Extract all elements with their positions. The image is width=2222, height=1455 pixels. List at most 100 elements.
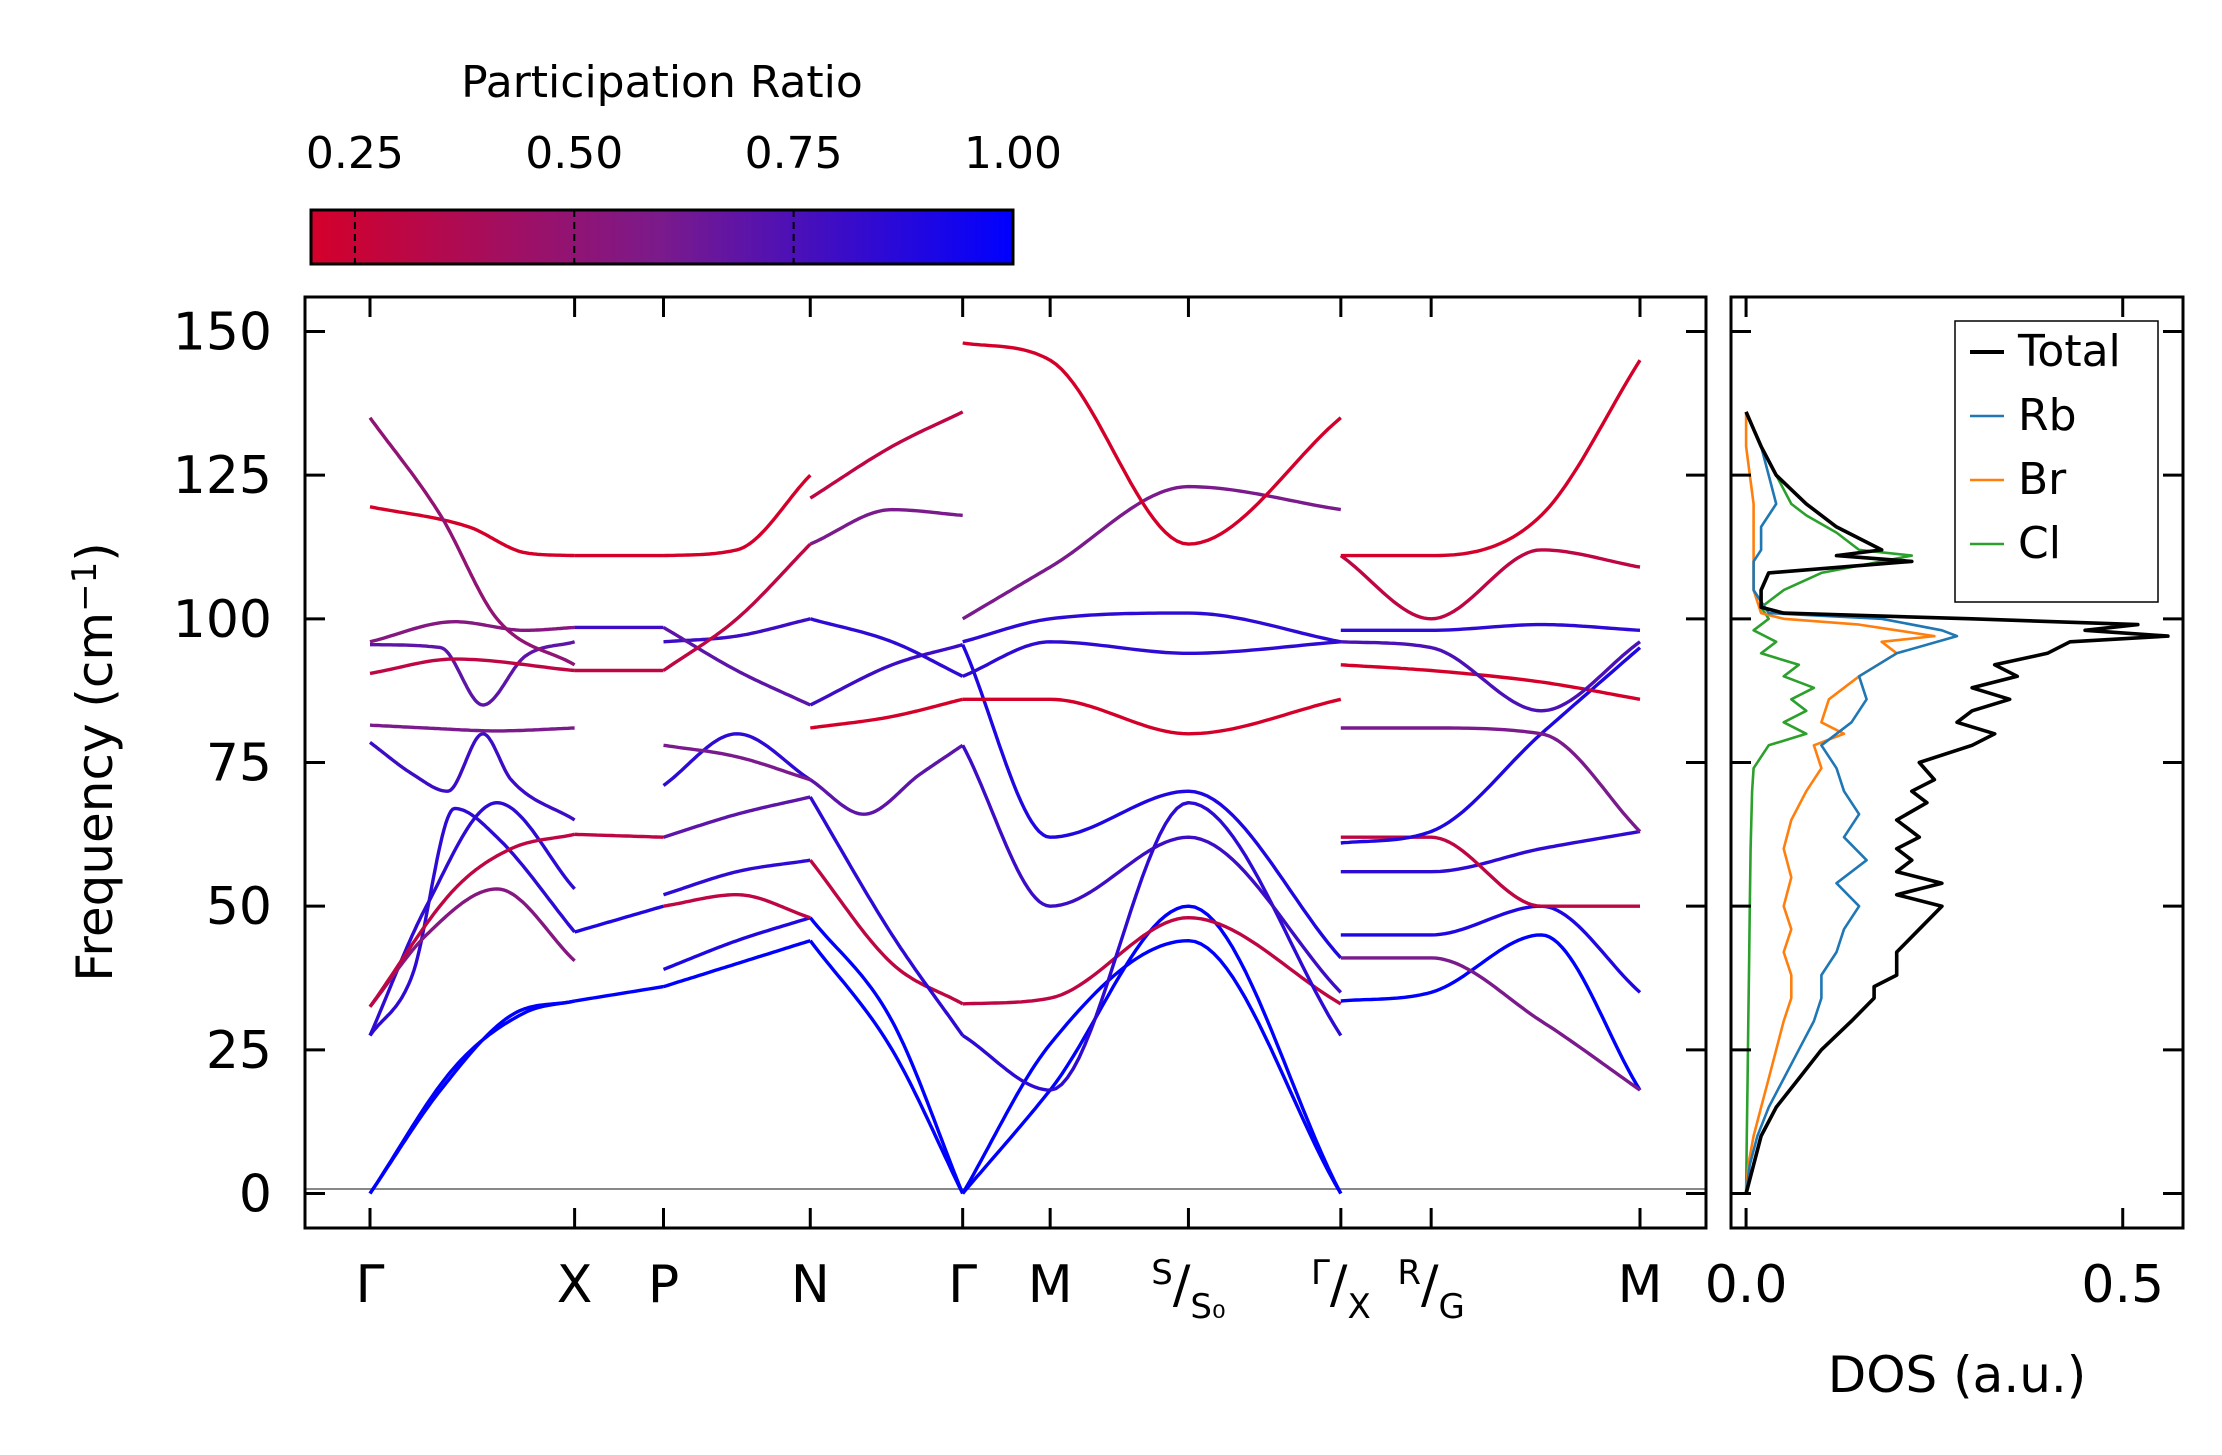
- phonon-branch: [809, 643, 964, 707]
- phonon-branch: [368, 999, 576, 1195]
- legend-label: Rb: [2018, 390, 2077, 441]
- phonon-branch: [663, 617, 811, 644]
- phonon-branch: [574, 984, 664, 1003]
- phonon-branch: [962, 697, 1342, 736]
- colorbar-ticks: 0.25 0.50 0.75 1.00: [306, 128, 1062, 264]
- y-tick-label: 75: [206, 734, 272, 794]
- band-y-axis: 0 25 50 75 100 125 150: [173, 302, 1706, 1225]
- phonon-branch: [662, 542, 812, 672]
- colorbar-gradient: [309, 208, 1015, 266]
- phonon-branch: [1340, 829, 1641, 874]
- phonon-branch: [1340, 933, 1642, 1091]
- phonon-branch: [368, 832, 575, 1008]
- phonon-branch: [662, 916, 811, 971]
- phonon-branch: [809, 410, 964, 500]
- phonon-branch: [961, 644, 1343, 960]
- phonon-branch: [808, 859, 964, 1006]
- y-tick-label: 0: [239, 1165, 272, 1225]
- y-tick-label: 125: [173, 446, 272, 506]
- dos-x-tick-label: 0.0: [1705, 1255, 1788, 1315]
- phonon-branch: [1340, 359, 1642, 558]
- k-point-label: P: [648, 1255, 679, 1315]
- colorbar-tick-label: 1.00: [964, 128, 1062, 179]
- phonon-branch: [1340, 622, 1641, 632]
- phonon-branch: [369, 505, 575, 558]
- legend-label: Br: [2018, 454, 2067, 505]
- k-point-label: M: [1618, 1255, 1663, 1315]
- phonon-branch: [369, 732, 576, 822]
- colorbar-tick-label: 0.50: [525, 128, 623, 179]
- phonon-branch: [662, 732, 812, 787]
- phonon-branch: [662, 858, 811, 897]
- phonon-branch: [962, 640, 1341, 678]
- legend-frame: [1954, 320, 2159, 603]
- band-x-axis: Γ X P N Γ M S/S₀Γ/XR/G M: [356, 297, 1663, 1327]
- phonon-branch: [1340, 956, 1641, 1092]
- phonon-branch: [810, 697, 964, 730]
- phonon-branch: [369, 620, 575, 644]
- band-lines: [368, 341, 1642, 1195]
- phonon-branch: [662, 625, 811, 707]
- phonon-branch: [808, 796, 965, 1037]
- phonon-branch: [370, 640, 576, 707]
- dos-curve-rb: [1744, 411, 1959, 1194]
- y-tick-label: 100: [173, 590, 272, 650]
- legend-label: Total: [2017, 326, 2121, 377]
- phonon-branch: [961, 744, 1343, 994]
- y-axis-title-close: ): [66, 542, 124, 562]
- dos-x-axis: 0.0 0.5: [1705, 297, 2164, 1315]
- phonon-branch: [368, 416, 576, 667]
- phonon-branch: [961, 939, 1343, 1195]
- phonon-branch: [368, 999, 575, 1195]
- dos-curve-total: [1744, 411, 2170, 1194]
- colorbar-title: Participation Ratio: [461, 57, 863, 108]
- phonon-branch: [574, 904, 664, 934]
- phonon-branch: [808, 939, 965, 1195]
- phonon-branch: [368, 887, 576, 1008]
- dos-lines: [1744, 411, 2170, 1194]
- phonon-branch: [1340, 726, 1642, 833]
- phonon-branch: [368, 806, 576, 1037]
- k-point-label: M: [1028, 1255, 1073, 1315]
- dos-panel: 0.0 0.5 DOS (a.u.) Total Rb Br Cl: [1705, 295, 2185, 1404]
- phonon-branch: [962, 916, 1342, 1006]
- legend: Total Rb Br Cl: [1954, 320, 2159, 603]
- y-tick-label: 25: [206, 1021, 272, 1081]
- legend-label: Cl: [2018, 518, 2061, 569]
- phonon-branch: [809, 617, 964, 678]
- colorbar-tick-label: 0.75: [745, 128, 843, 179]
- y-axis-title-exponent: −1: [65, 562, 105, 612]
- dos-curve-cl: [1744, 411, 1914, 1194]
- phonon-branch: [1340, 640, 1642, 713]
- phonon-branch: [1340, 663, 1641, 701]
- k-point-label: R/G: [1397, 1253, 1465, 1327]
- phonon-branch: [809, 743, 964, 816]
- legend-entries: Total Rb Br Cl: [1970, 326, 2121, 569]
- phonon-branch: [662, 795, 811, 839]
- phonon-branch: [961, 801, 1343, 1092]
- phonon-branch: [962, 341, 1342, 546]
- phonon-branch: [808, 916, 965, 1195]
- phonon-branch: [663, 939, 811, 989]
- dos-y-axis: [1731, 329, 2183, 1196]
- y-axis-title-text: Frequency (cm: [66, 612, 124, 982]
- phonon-branch: [962, 611, 1342, 644]
- phonon-branch: [574, 832, 664, 839]
- y-tick-label: 50: [206, 877, 272, 937]
- phonon-branch: [663, 743, 811, 782]
- k-point-label: S/S₀: [1151, 1253, 1225, 1327]
- colorbar-tick-label: 0.25: [306, 128, 404, 179]
- phonon-branch: [369, 657, 575, 676]
- k-point-label: Γ/X: [1311, 1253, 1371, 1327]
- dos-curve-br: [1744, 411, 1936, 1194]
- phonon-branch: [369, 723, 575, 733]
- k-point-label: X: [557, 1255, 593, 1315]
- y-tick-label: 150: [173, 302, 272, 362]
- phonon-branch: [663, 474, 812, 558]
- k-point-label: N: [791, 1255, 830, 1315]
- phonon-branch: [1339, 548, 1641, 621]
- phonon-branch: [1340, 904, 1642, 994]
- dos-x-axis-title: DOS (a.u.): [1828, 1346, 2087, 1404]
